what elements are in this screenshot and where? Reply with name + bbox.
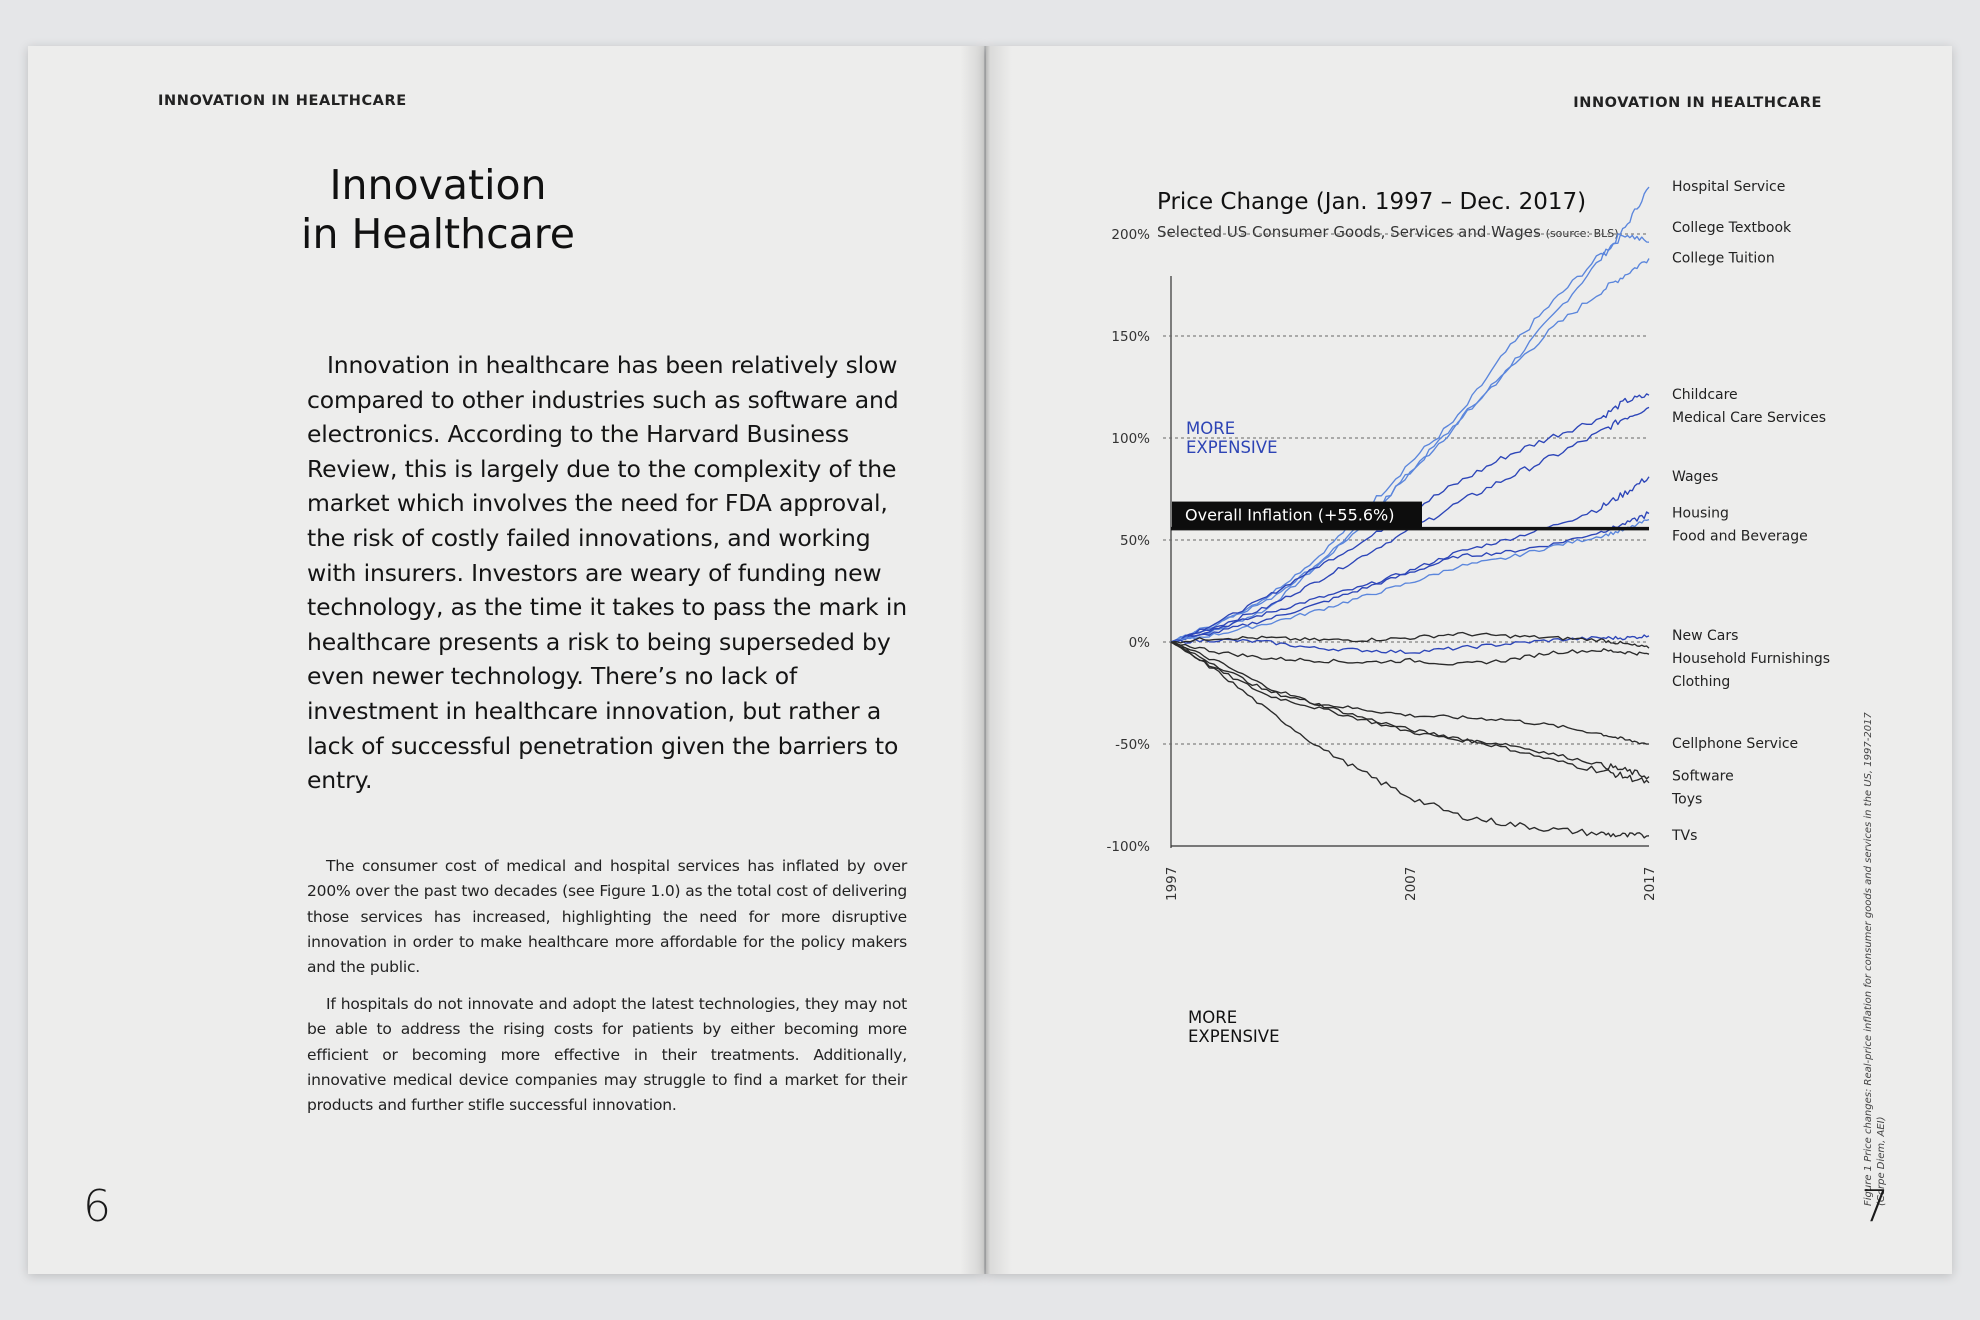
inflation-label: Overall Inflation (+55.6%): [1185, 506, 1394, 525]
body-paragraph-2: If hospitals do not innovate and adopt t…: [307, 995, 907, 1115]
price-change-chart: 200% 150% 100% 50% 0% -50% -100% 1997 2007 2017 Ov…: [1107, 179, 1831, 1046]
y-tick-label: 0%: [1129, 635, 1151, 651]
figure-caption: Figure 1 Price changes: Real-price infla…: [1862, 606, 1902, 1206]
series-line-0: [1170, 186, 1650, 643]
series-label: Household Furnishings: [1672, 651, 1830, 667]
page-number: 6: [83, 1181, 111, 1232]
title-line-1: Innovation: [329, 161, 547, 209]
series-line-14: [1170, 641, 1650, 839]
running-head: INNOVATION IN HEALTHCARE: [158, 93, 407, 109]
running-head: INNOVATION IN HEALTHCARE: [1573, 95, 1822, 111]
chart-source-note: (source: BLS): [1545, 227, 1619, 240]
series-line-13: [1170, 641, 1650, 784]
series-label: Software: [1672, 769, 1734, 785]
y-tick-label: 200%: [1111, 227, 1150, 243]
y-tick-label: 100%: [1111, 431, 1150, 447]
series-line-11: [1170, 641, 1650, 745]
series-label: Food and Beverage: [1672, 528, 1808, 544]
lead-paragraph: Innovation in healthcare has been relati…: [307, 351, 907, 795]
series-label: Housing: [1672, 505, 1729, 521]
x-tick-label: 2017: [1642, 867, 1658, 901]
right-page: INNOVATION IN HEALTHCARE Price Change (J…: [986, 46, 1952, 1274]
chart-subtitle: Selected US Consumer Goods, Services and…: [1157, 223, 1619, 241]
figure-caption-line-1: Figure 1 Price changes: Real-price infla…: [1863, 712, 1874, 1206]
title-line-2: in Healthcare: [301, 210, 575, 258]
series-line-7: [1170, 518, 1650, 643]
series-label: Medical Care Services: [1672, 410, 1826, 426]
series-line-9: [1170, 631, 1650, 649]
series-label: College Textbook: [1672, 220, 1792, 236]
series-label: New Cars: [1672, 628, 1738, 644]
annotation-upper-line-2: EXPENSIVE: [1186, 438, 1278, 457]
inflation-label-box: [1172, 501, 1422, 529]
y-tick-label: 150%: [1111, 329, 1150, 345]
figure-caption-line-2: (Corpe Diem, AEI): [1876, 1116, 1887, 1206]
annotation-lower-line-2: EXPENSIVE: [1188, 1027, 1280, 1046]
chart-subtitle-text: Selected US Consumer Goods, Services and…: [1157, 223, 1541, 241]
series-label: Clothing: [1672, 674, 1730, 690]
y-tick-label: -50%: [1115, 737, 1150, 753]
x-tick-label: 2007: [1403, 867, 1419, 901]
series-line-12: [1170, 641, 1650, 780]
series-label: College Tuition: [1672, 250, 1775, 266]
page-number: 7: [1861, 1181, 1889, 1232]
series-label: Wages: [1672, 469, 1718, 485]
y-tick-label: 50%: [1120, 533, 1150, 549]
annotation-upper-line-1: MORE: [1186, 419, 1235, 438]
chart-title: Price Change (Jan. 1997 – Dec. 2017): [1157, 189, 1587, 215]
y-tick-label: -100%: [1107, 839, 1151, 855]
series-label: TVs: [1671, 828, 1697, 844]
series-line-2: [1170, 258, 1650, 643]
annotation-lower-line-1: MORE: [1188, 1008, 1237, 1027]
series-label: Cellphone Service: [1672, 736, 1798, 752]
series-line-3: [1170, 393, 1650, 643]
series-line-10: [1170, 641, 1650, 666]
series-label: Toys: [1671, 792, 1702, 808]
series-line-6: [1170, 511, 1650, 643]
figure-caption-text: Figure 1 Price changes: Real-price infla…: [1862, 646, 1888, 1206]
series-line-8: [1170, 634, 1650, 654]
x-tick-label: 1997: [1164, 867, 1180, 901]
series-line-5: [1170, 476, 1650, 643]
page-title: Innovation in Healthcare: [238, 161, 638, 259]
series-label: Childcare: [1672, 387, 1738, 403]
left-page: INNOVATION IN HEALTHCARE Innovation in H…: [28, 46, 984, 1274]
series-line-1: [1170, 234, 1650, 643]
body-paragraph-1: The consumer cost of medical and hospita…: [307, 857, 907, 977]
series-label: Hospital Service: [1672, 179, 1785, 195]
series-line-4: [1170, 406, 1650, 643]
